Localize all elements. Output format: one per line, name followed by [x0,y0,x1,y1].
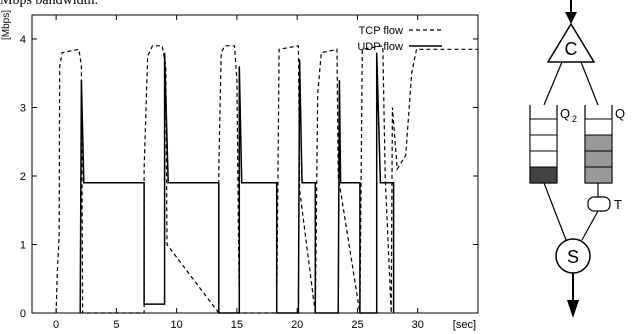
y-tick-label: 2 [20,171,26,183]
y-tick-label: 1 [20,239,26,251]
udp-flow-line [79,52,395,314]
token-to-scheduler [581,210,599,241]
left-queue-to-scheduler [543,182,567,241]
x-tick-label: 10 [171,319,183,331]
bandwidth-chart: 0 1 2 3 4 0 5 10 15 20 25 30 [sec] [Mbps] TCP flow U… [1,10,479,331]
link-to-left-queue [543,61,563,106]
queue-right-label: Q [615,106,625,121]
x-tick-label: 5 [113,319,119,331]
x-tick-label: 0 [53,319,59,331]
left-queue-slot [529,134,558,152]
right-queue [584,105,613,184]
series-layer [55,45,478,315]
x-axis-label: [sec] [453,319,476,331]
legend: TCP flow UDP flow [357,25,442,53]
queue-left-subscript: 2 [572,114,577,124]
tcp-flow-line [55,45,478,315]
x-tick-label: 15 [231,319,243,331]
right-queue-packet [584,134,613,152]
controller-triangle [546,22,596,63]
legend-label: TCP flow [359,25,403,37]
scheduler-label: S [567,247,579,267]
y-axis: 0 1 2 3 4 [20,34,478,320]
link-to-right-queue [580,61,599,106]
right-queue-packet [584,166,613,184]
queue-diagram: C Q 2 Q T [529,0,625,318]
x-tick-label: 20 [291,319,303,331]
plot-frame [31,14,479,314]
x-axis: 0 5 10 15 20 25 30 [sec] [53,15,476,331]
legend-label: UDP flow [357,41,403,53]
y-tick-label: 0 [20,308,26,320]
left-queue [529,105,558,184]
right-queue-slot [584,118,613,136]
left-queue-slot [529,150,558,168]
token-bucket [587,196,611,212]
controller-label: C [565,39,578,59]
right-queue-packet [584,150,613,168]
token-label: T [614,197,622,212]
x-tick-label: 25 [351,319,363,331]
queue-left-label: Q [560,106,570,121]
output-arrow-icon [567,300,579,318]
x-tick-label: 30 [412,319,424,331]
left-queue-packet [529,166,558,184]
y-axis-label: [Mbps] [1,10,12,40]
partial-title: Mbps bandwidth. [0,0,98,8]
left-queue-slot [529,118,558,136]
y-tick-label: 3 [20,102,26,114]
input-arrow-icon [565,12,577,24]
y-tick-label: 4 [20,34,26,46]
